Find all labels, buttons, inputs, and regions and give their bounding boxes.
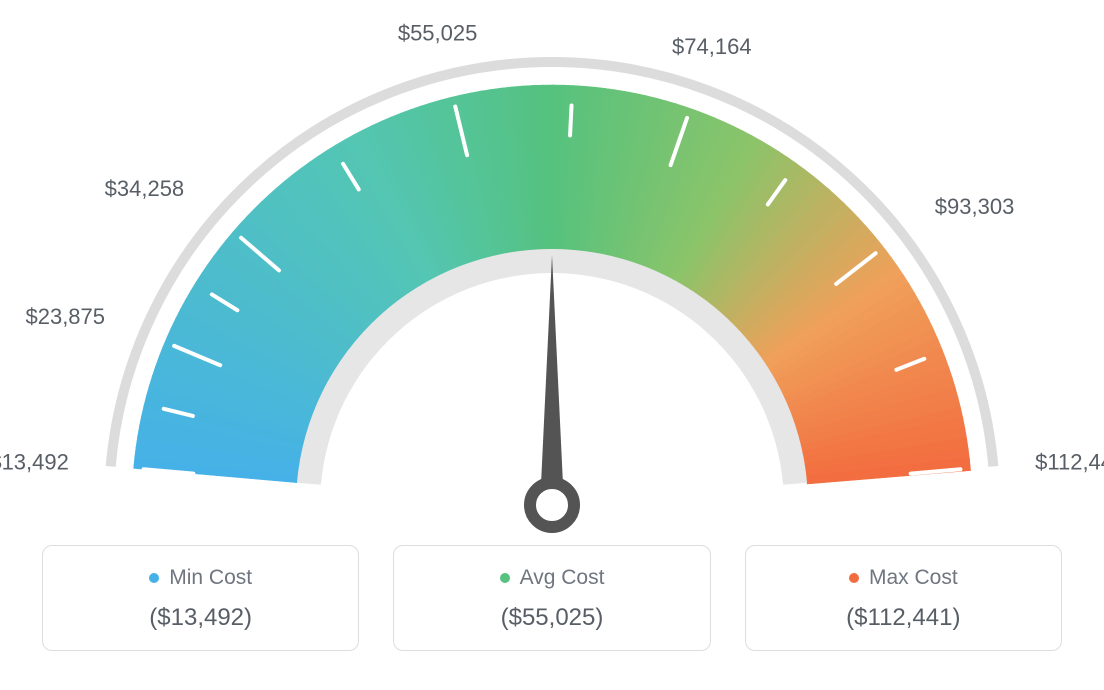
legend-card-min: Min Cost ($13,492) [42,545,359,651]
legend-title-avg: Avg Cost [500,566,605,590]
legend-dot-min [149,573,159,583]
gauge-tick-label: $74,164 [672,34,752,59]
gauge-svg: $13,492 $23,875 $34,258 $55,025 $74,164 $93,3… [0,0,1104,545]
legend-value-max: ($112,441) [758,604,1049,632]
gauge-tick-label: $13,492 [0,450,69,475]
legend-label-avg: Avg Cost [520,566,605,590]
legend-label-max: Max Cost [869,566,958,590]
gauge-tick-label: $55,025 [398,21,478,46]
legend-card-avg: Avg Cost ($55,025) [393,545,710,651]
legend-label-min: Min Cost [169,566,252,590]
legend-title-min: Min Cost [149,566,252,590]
legend-row: Min Cost ($13,492) Avg Cost ($55,025) Ma… [0,545,1104,651]
gauge-needle-hub [530,483,574,527]
legend-dot-max [849,573,859,583]
legend-title-max: Max Cost [849,566,958,590]
legend-value-avg: ($55,025) [406,604,697,632]
gauge-needle [540,255,564,505]
legend-value-min: ($13,492) [55,604,346,632]
gauge-tick-label: $112,441 [1035,450,1104,475]
gauge-tick-label: $23,875 [25,304,105,329]
gauge-tick-label: $34,258 [105,176,185,201]
legend-dot-avg [500,573,510,583]
cost-gauge: $13,492 $23,875 $34,258 $55,025 $74,164 $93,3… [0,0,1104,545]
legend-card-max: Max Cost ($112,441) [745,545,1062,651]
gauge-tick-label: $93,303 [935,194,1015,219]
